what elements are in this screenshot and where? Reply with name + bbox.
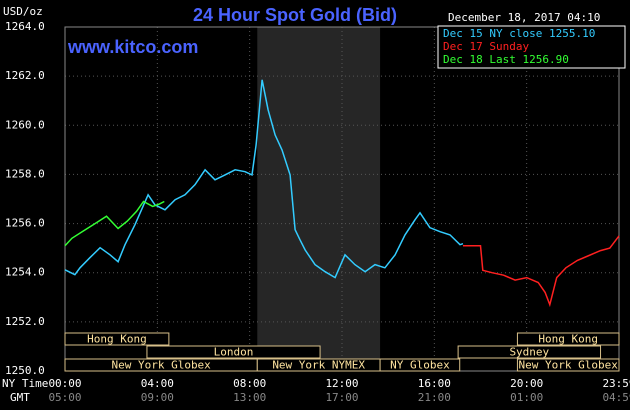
y-tick-label: 1250.0 <box>5 364 45 377</box>
site-label: www.kitco.com <box>67 37 198 57</box>
legend-box <box>437 25 626 69</box>
x-tick-label: 23:59 <box>602 377 630 390</box>
y-unit: USD/oz <box>3 5 43 18</box>
x2-tick-label: 13:00 <box>233 391 266 404</box>
y-tick-label: 1256.0 <box>5 217 45 230</box>
y-tick-label: 1252.0 <box>5 315 45 328</box>
chart-title: 24 Hour Spot Gold (Bid) <box>193 5 397 25</box>
legend-entry: Dec 18 Last 1256.90 <box>443 53 569 66</box>
session-label: New York NYMEX <box>272 359 365 372</box>
x2-tick-label: 04:59 <box>602 391 630 404</box>
session-box <box>457 345 602 359</box>
price-line <box>64 200 165 247</box>
session-box <box>516 358 620 372</box>
session-label: New York Globex <box>519 359 619 372</box>
x2-label: GMT <box>10 391 30 404</box>
session-label: Hong Kong <box>87 333 147 346</box>
x2-tick-label: 09:00 <box>141 391 174 404</box>
session-box <box>379 358 461 372</box>
y-tick-label: 1258.0 <box>5 167 45 180</box>
session-label: New York Globex <box>111 359 211 372</box>
session-box <box>146 345 321 359</box>
session-label: London <box>214 346 254 359</box>
x-tick-label: 08:00 <box>233 377 266 390</box>
x2-tick-label: 01:00 <box>510 391 543 404</box>
legend-entry: Dec 17 Sunday <box>443 40 529 53</box>
session-label: Sydney <box>509 346 549 359</box>
x-tick-label: 00:00 <box>48 377 81 390</box>
y-tick-label: 1264.0 <box>5 20 45 33</box>
timestamp: December 18, 2017 04:10 <box>448 11 600 24</box>
x2-tick-label: 21:00 <box>418 391 451 404</box>
session-label: NY Globex <box>390 359 450 372</box>
x2-tick-label: 17:00 <box>325 391 358 404</box>
y-tick-label: 1260.0 <box>5 118 45 131</box>
legend-entry: Dec 15 NY close 1255.10 <box>443 27 595 40</box>
y-tick-label: 1254.0 <box>5 266 45 279</box>
x-tick-label: 12:00 <box>325 377 358 390</box>
x-tick-label: 16:00 <box>418 377 451 390</box>
x-label: NY Time <box>2 377 48 390</box>
shaded-range <box>257 27 381 371</box>
x-tick-label: 20:00 <box>510 377 543 390</box>
session-label: Hong Kong <box>538 333 598 346</box>
session-box <box>64 332 170 346</box>
price-line <box>463 235 620 308</box>
x2-tick-label: 05:00 <box>48 391 81 404</box>
x-tick-label: 04:00 <box>141 377 174 390</box>
y-tick-label: 1262.0 <box>5 69 45 82</box>
under-layer <box>64 26 620 372</box>
price-line <box>64 79 464 279</box>
session-box <box>516 332 620 346</box>
